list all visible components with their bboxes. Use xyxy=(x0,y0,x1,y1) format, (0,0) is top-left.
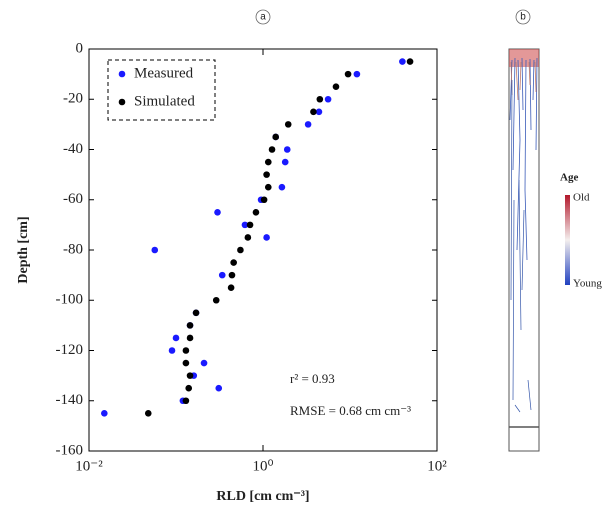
point xyxy=(151,246,159,254)
point xyxy=(182,397,190,405)
y-tick-label: -80 xyxy=(63,241,83,257)
point xyxy=(263,171,270,178)
point xyxy=(186,322,194,329)
point xyxy=(168,347,176,354)
point xyxy=(246,221,254,229)
point xyxy=(272,133,280,141)
y-tick-label: -140 xyxy=(56,392,84,408)
y-tick-label: -120 xyxy=(56,342,84,358)
point xyxy=(310,108,317,116)
colorbar-title: Age xyxy=(560,172,578,184)
point xyxy=(344,70,352,78)
panel-label: a xyxy=(260,12,266,23)
y-tick-label: -60 xyxy=(63,191,83,207)
x-tick-label: 10² xyxy=(427,458,447,474)
point xyxy=(186,372,194,379)
point xyxy=(264,183,272,191)
point xyxy=(244,234,252,241)
legend-marker xyxy=(118,98,126,106)
legend-label: Measured xyxy=(134,65,194,81)
point xyxy=(324,95,332,103)
y-axis-label: Depth [cm] xyxy=(16,216,31,283)
panel-label: b xyxy=(520,12,526,23)
point xyxy=(406,58,414,65)
y-tick-label: -160 xyxy=(56,442,84,458)
y-tick-label: -100 xyxy=(56,292,84,308)
panel-label-circle xyxy=(515,9,531,25)
point xyxy=(252,209,260,216)
annotation: r² = 0.93 xyxy=(290,371,335,386)
point xyxy=(215,384,223,392)
legend-marker xyxy=(118,70,126,78)
point xyxy=(228,271,236,279)
point xyxy=(214,209,221,216)
point xyxy=(200,359,208,367)
legend-box xyxy=(107,59,216,121)
y-tick-label: 0 xyxy=(76,40,84,56)
x-axis-label: RLD [cm cm⁻³] xyxy=(216,489,309,504)
point xyxy=(212,296,220,304)
point xyxy=(101,410,108,417)
point xyxy=(332,83,340,90)
point xyxy=(182,359,190,367)
point xyxy=(144,410,152,417)
point xyxy=(230,259,237,266)
legend-label: Simulated xyxy=(134,93,195,109)
colorbar-label: Young xyxy=(573,278,602,290)
point xyxy=(399,58,406,65)
colorbar-label: Old xyxy=(573,192,590,204)
point xyxy=(284,121,292,128)
point xyxy=(172,334,180,342)
point xyxy=(316,95,324,103)
panel-label-circle xyxy=(255,9,271,25)
colorbar xyxy=(565,195,570,285)
point xyxy=(192,309,200,317)
point xyxy=(260,196,268,204)
point xyxy=(283,146,291,153)
point xyxy=(218,271,226,279)
point xyxy=(227,284,235,291)
point xyxy=(263,234,270,241)
point xyxy=(241,221,249,229)
point xyxy=(281,158,289,166)
point xyxy=(304,121,312,128)
point xyxy=(185,384,193,392)
y-tick-label: -20 xyxy=(63,91,83,107)
point xyxy=(315,108,323,116)
x-tick-label: 10⁻² xyxy=(75,458,103,474)
point xyxy=(186,334,194,342)
y-tick-label: -40 xyxy=(63,141,83,157)
point xyxy=(264,158,272,166)
point xyxy=(237,246,244,254)
point xyxy=(268,146,276,153)
x-tick-label: 10⁰ xyxy=(252,458,273,474)
annotation: RMSE = 0.68 cm cm⁻³ xyxy=(290,403,411,418)
point xyxy=(353,70,361,78)
point xyxy=(182,347,190,354)
point xyxy=(278,183,286,191)
root-image xyxy=(508,48,540,452)
